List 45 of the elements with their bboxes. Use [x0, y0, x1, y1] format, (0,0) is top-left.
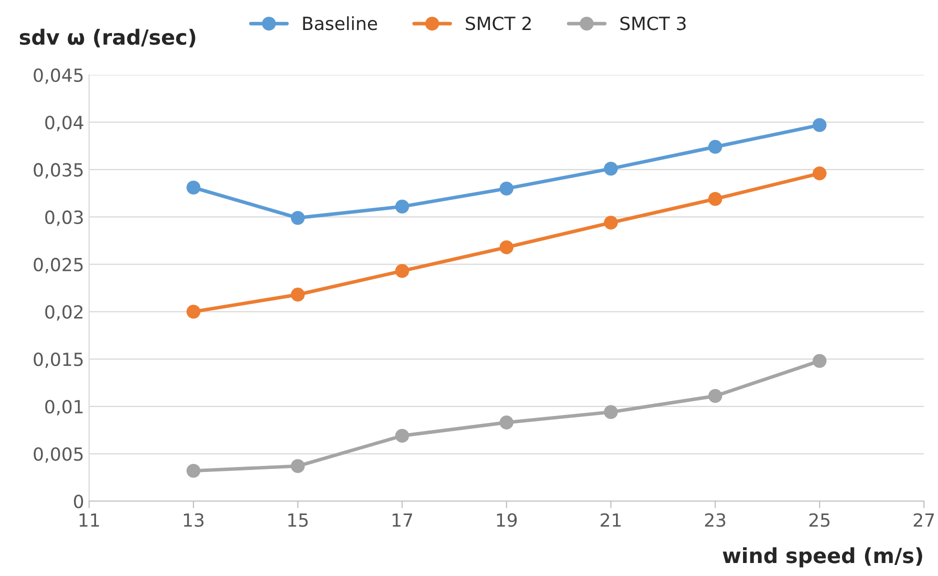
legend-label: SMCT 2: [466, 16, 531, 30]
x-tick-label: 17: [392, 513, 412, 527]
legend-label: SMCT 3: [620, 16, 686, 30]
point: [500, 240, 514, 254]
point: [290, 459, 305, 474]
point: [186, 464, 200, 478]
point: [186, 304, 200, 319]
y-tick-label: 0,035: [34, 163, 83, 179]
y-tick-label: 0,03: [45, 210, 83, 226]
legend-label: Baseline: [303, 16, 378, 30]
y-axis-title: sdv ω (rad/sec): [20, 28, 196, 48]
point: [290, 288, 305, 302]
y-tick-label: 0,015: [34, 352, 83, 368]
point: [186, 180, 200, 195]
point: [812, 354, 827, 368]
y-tick-label: 0,01: [45, 400, 83, 416]
x-tick-label: 25: [809, 513, 830, 527]
point: [500, 416, 514, 430]
y-tick-label: 0,02: [45, 305, 82, 321]
point: [812, 166, 827, 180]
y-tick-label: 0,005: [34, 447, 83, 463]
point: [395, 264, 410, 278]
x-tick-label: 23: [705, 513, 726, 527]
x-tick-label: 19: [497, 513, 517, 527]
x-tick-label: 11: [80, 513, 99, 527]
y-tick-label: 0,025: [34, 258, 83, 274]
point: [500, 182, 514, 196]
point: [395, 200, 410, 214]
y-tick-label: 0,045: [34, 68, 83, 84]
point: [812, 118, 827, 132]
point: [290, 210, 305, 225]
x-tick-label: 27: [914, 513, 934, 527]
point: [604, 162, 618, 176]
y-tick-label: 0,04: [45, 116, 84, 132]
point: [604, 216, 618, 230]
point: [708, 389, 722, 403]
point: [708, 192, 722, 206]
y-tick-label: 0: [74, 494, 84, 508]
x-tick-label: 21: [600, 513, 621, 527]
x-tick-label: 13: [184, 513, 204, 527]
point: [395, 428, 410, 443]
point: [708, 140, 722, 154]
point: [604, 405, 618, 420]
x-tick-label: 15: [288, 513, 308, 527]
x-axis-title: wind speed (m/s): [722, 547, 922, 568]
